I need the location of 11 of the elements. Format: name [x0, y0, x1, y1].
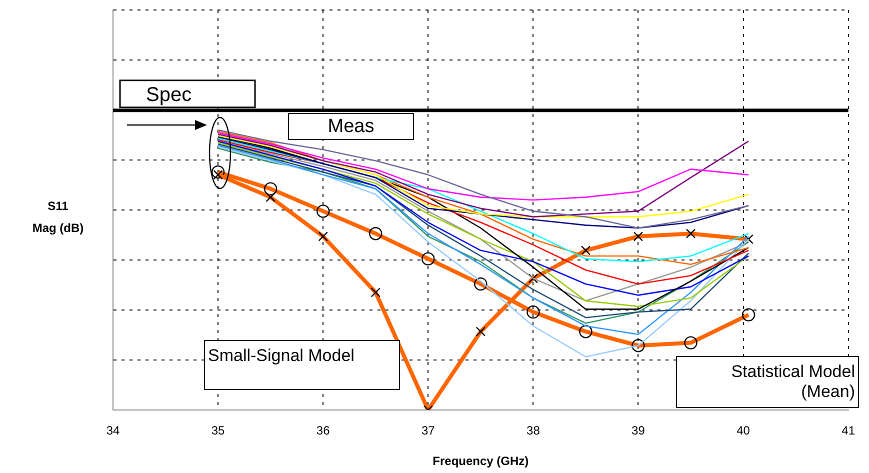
- x-tick-label: 34: [106, 424, 120, 438]
- x-tick-label: 37: [421, 424, 436, 438]
- x-tick-label: 39: [632, 424, 646, 438]
- y-axis-title: S11 Mag (dB): [31, 198, 85, 237]
- ref-line-label: Spec: [146, 84, 192, 106]
- x-tick-label: 35: [211, 424, 226, 438]
- x-tick-label: 38: [526, 424, 540, 438]
- x-axis-title: Frequency (GHz): [432, 454, 529, 468]
- x-tick-label: 36: [316, 424, 330, 438]
- x-tick-label: 41: [842, 424, 856, 438]
- x-tick-label: 40: [736, 424, 750, 438]
